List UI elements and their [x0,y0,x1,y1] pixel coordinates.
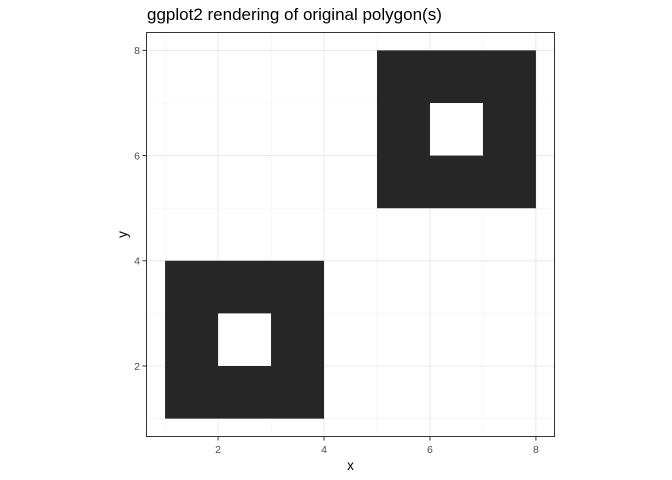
y-tick-label: 6 [134,150,140,162]
plot-panel-border [146,32,555,437]
y-tick-label: 4 [134,256,140,268]
x-tick-label: 2 [215,444,221,456]
polygon-layer [165,50,536,419]
x-tick-label: 4 [321,444,327,456]
chart-title: ggplot2 rendering of original polygon(s) [147,5,442,24]
y-tick-label: 8 [134,45,140,57]
y-axis-title: y [115,231,130,238]
y-tick-label: 2 [134,361,140,373]
polygon-1 [165,260,325,419]
x-tick-label: 8 [533,444,539,456]
x-axis-title: x [347,458,354,473]
x-tick-label: 6 [427,444,433,456]
axis-ticks: 2 4 6 8 2 4 6 8 [134,45,539,456]
polygon-2 [376,50,536,209]
